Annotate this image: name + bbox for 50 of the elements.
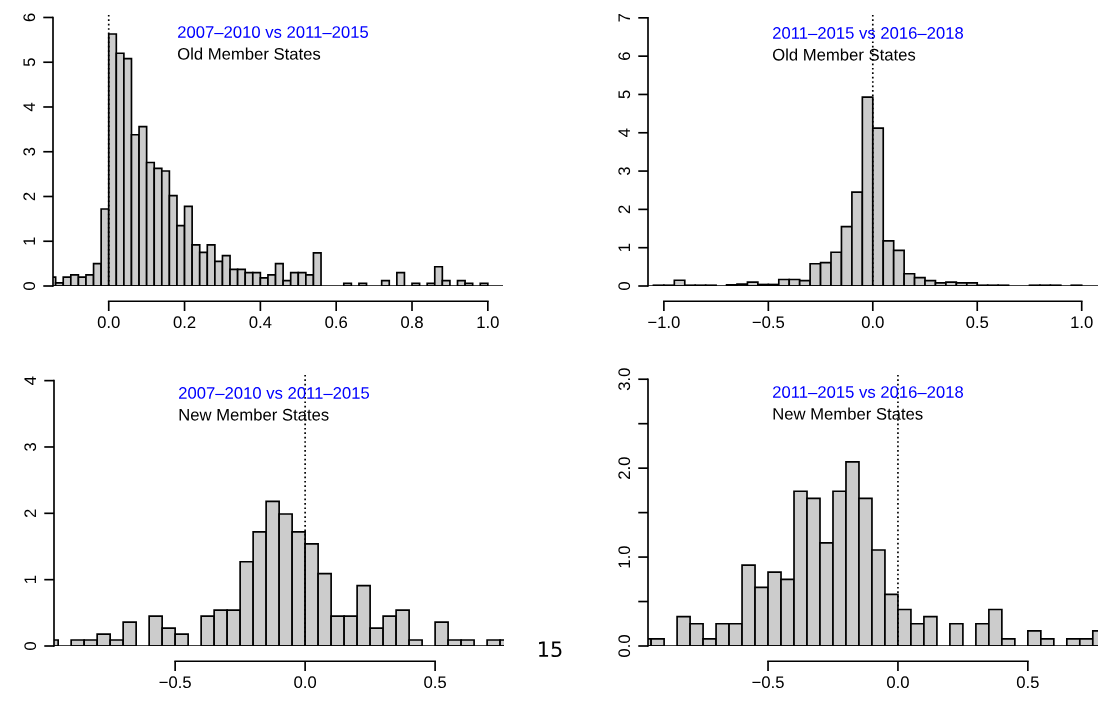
x-tick-label: 0.0: [861, 316, 884, 329]
x-tick-label: 1.0: [1071, 316, 1093, 329]
y-tick-label: 5: [618, 90, 631, 99]
text: 15: [539, 641, 562, 658]
text: New Member States: [773, 407, 923, 420]
x-tick-label: 0.6: [325, 316, 348, 329]
y-tick-label: 1: [618, 243, 630, 252]
y-tick-label: 0.0: [618, 635, 631, 657]
y-tick-label: 6: [618, 52, 631, 60]
x-tick-label: 1.0: [477, 316, 499, 329]
text: Old Member States: [772, 48, 916, 61]
y-tick-label: 1: [24, 575, 36, 584]
y-tick-label: 2.0: [618, 457, 631, 479]
y-tick-label: 4: [618, 128, 630, 138]
x-tick-label: 0.4: [249, 316, 272, 329]
x-tick-label: 0.0: [97, 316, 120, 329]
y-tick-label: 2: [618, 205, 630, 214]
x-tick-label: 0.0: [294, 676, 317, 689]
x-tick-label: −0.5: [752, 316, 785, 329]
y-tick-label: 0: [618, 282, 631, 290]
y-tick-label: 2: [23, 192, 35, 201]
y-tick-label: 3: [24, 443, 37, 451]
x-tick-label: 0.0: [887, 676, 909, 689]
y-tick-label: 1.0: [618, 546, 631, 568]
x-tick-label: −1.0: [648, 316, 680, 329]
text: 2007–2010 vs 2011–2015: [179, 387, 370, 399]
x-tick-label: −0.5: [752, 676, 784, 689]
text: 2011–2015 vs 2016–2018: [773, 386, 964, 398]
text: 2007–2010 vs 2011–2015: [178, 26, 369, 38]
y-tick-label: 0: [24, 642, 37, 650]
y-tick-label: 2: [24, 509, 36, 518]
y-tick-label: 7: [618, 14, 630, 22]
y-tick-label: 3.0: [618, 368, 631, 391]
y-tick-label: 0: [23, 282, 36, 290]
x-tick-label: 0.5: [1016, 676, 1039, 689]
x-tick-label: 0.5: [424, 676, 446, 689]
y-tick-label: 1: [23, 237, 35, 245]
y-tick-label: 5: [23, 58, 36, 67]
x-tick-label: 0.2: [173, 316, 196, 329]
y-tick-label: 4: [23, 102, 35, 112]
y-tick-label: 3: [23, 147, 36, 156]
text: New Member States: [179, 408, 329, 421]
y-tick-label: 3: [618, 167, 631, 176]
y-tick-label: 4: [24, 376, 36, 385]
text: Old Member States: [177, 47, 321, 60]
y-tick-label: 6: [23, 13, 36, 22]
x-tick-label: 0.5: [966, 316, 989, 329]
x-tick-label: −0.5: [159, 676, 191, 689]
text: 2011–2015 vs 2016–2018: [773, 27, 964, 39]
x-tick-label: 0.8: [401, 316, 423, 329]
